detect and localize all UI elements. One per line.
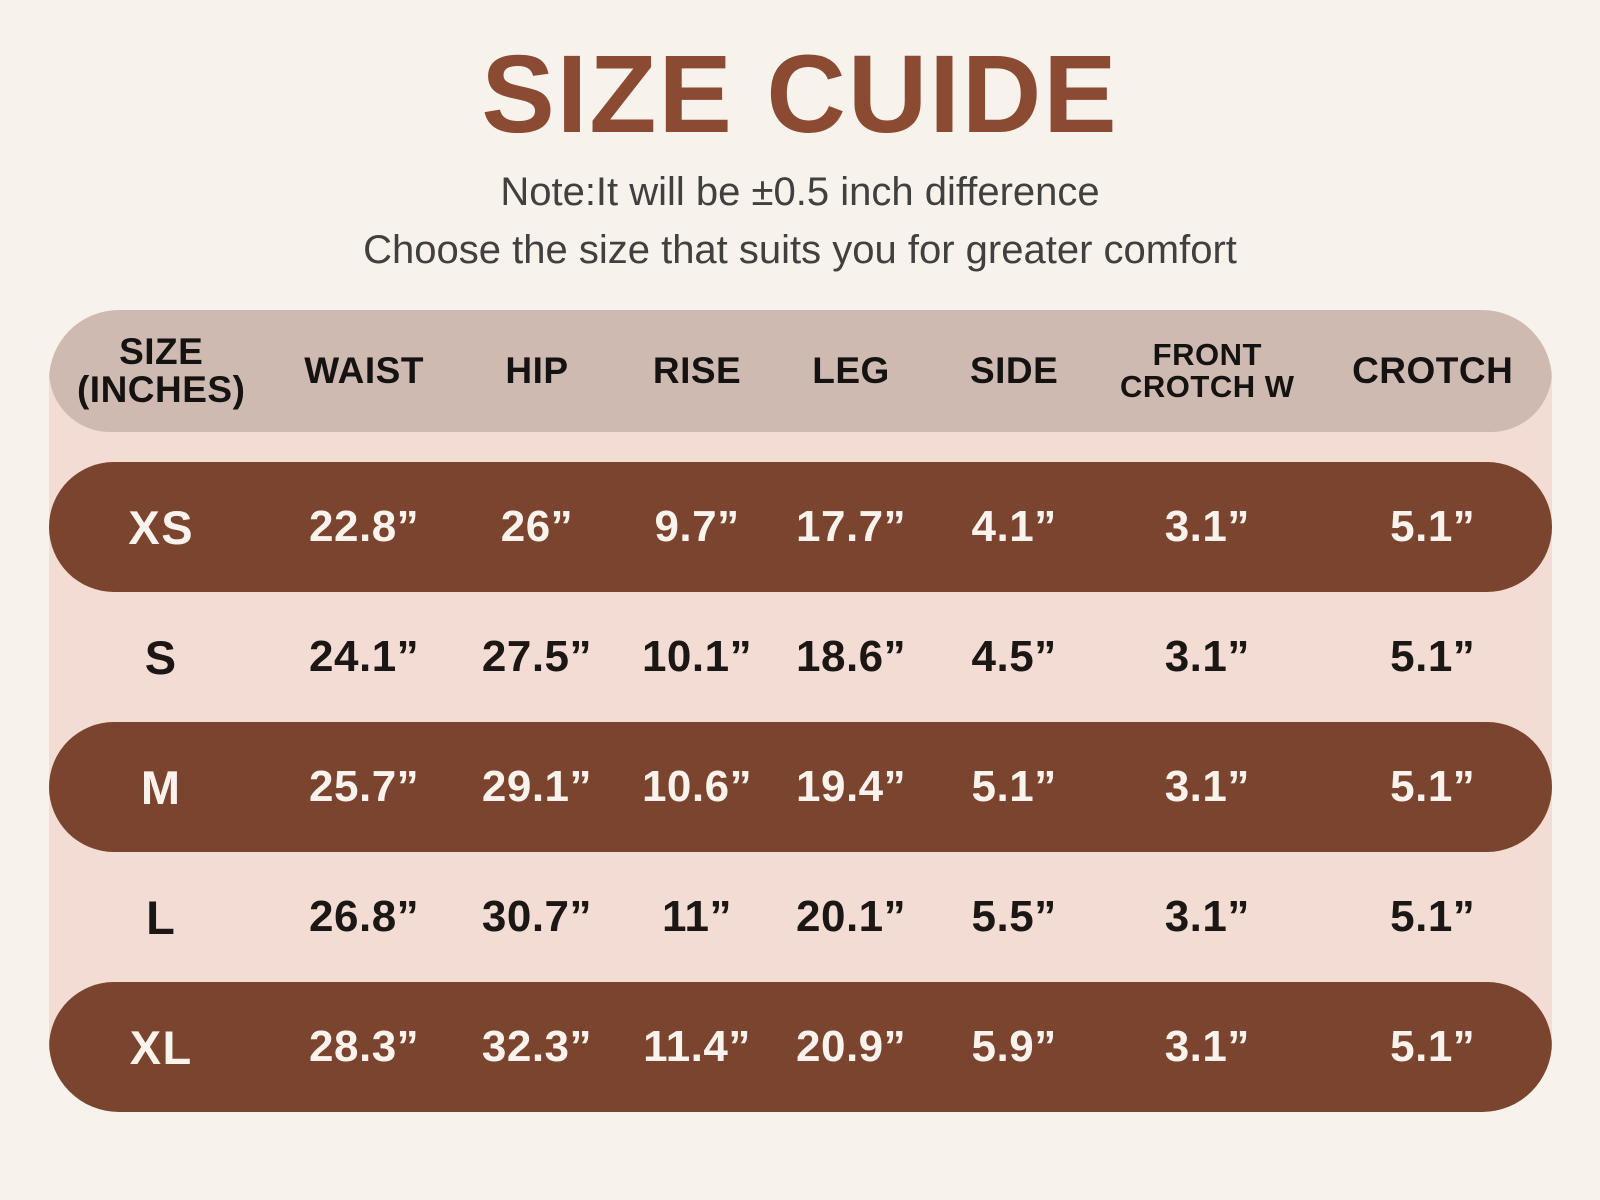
cell-size-label: L bbox=[146, 890, 177, 944]
cell-crotch: 5.1” bbox=[1390, 502, 1476, 552]
table-header-row: SIZE (INCHES) WAIST HIP RISE LEG SIDE FR… bbox=[48, 310, 1552, 433]
cell-waist: 25.7” bbox=[309, 762, 420, 812]
cell-side: 5.1” bbox=[971, 762, 1057, 812]
header-cell-side: SIDE bbox=[969, 349, 1059, 391]
header-cell-size-line2: (INCHES) bbox=[76, 369, 246, 411]
cell-hip: 26” bbox=[500, 502, 574, 552]
cell-size-label: XS bbox=[128, 500, 195, 554]
cell-leg: 18.6” bbox=[796, 632, 907, 682]
cell-side: 4.1” bbox=[971, 502, 1057, 552]
header-cell-front-crotch-w-line1: FRONT bbox=[1152, 336, 1262, 372]
cell-size-label: M bbox=[140, 760, 182, 814]
cell-front-crotch-w: 3.1” bbox=[1164, 1022, 1250, 1072]
cell-rise: 11” bbox=[662, 892, 733, 942]
cell-waist: 26.8” bbox=[309, 892, 420, 942]
cell-front-crotch-w: 3.1” bbox=[1164, 762, 1250, 812]
cell-front-crotch-w: 3.1” bbox=[1164, 502, 1250, 552]
cell-rise: 10.1” bbox=[641, 632, 753, 682]
note-line-2: Choose the size that suits you for great… bbox=[363, 228, 1237, 273]
header-cell-waist: WAIST bbox=[304, 349, 424, 391]
size-row-m: M 25.7” 29.1” 10.6” 19.4” 5.1” 3.1” 5.1” bbox=[48, 722, 1552, 853]
header-cell-size-line1: SIZE bbox=[119, 330, 204, 372]
size-row-l: L 26.8” 30.7” 11” 20.1” 5.5” 3.1” 5.1” bbox=[49, 852, 1552, 982]
cell-side: 5.5” bbox=[971, 892, 1057, 942]
cell-leg: 17.7” bbox=[796, 502, 907, 552]
cell-waist: 28.3” bbox=[309, 1022, 420, 1072]
note-line-1: Note:It will be ±0.5 inch difference bbox=[500, 170, 1100, 215]
cell-rise: 10.6” bbox=[641, 762, 753, 812]
header-cell-hip: HIP bbox=[505, 349, 569, 391]
size-row-xl: XL 28.3” 32.3” 11.4” 20.9” 5.9” 3.1” 5.1… bbox=[48, 982, 1552, 1113]
page-title: SIZE CUIDE bbox=[481, 33, 1119, 156]
size-row-s: S 24.1” 27.5” 10.1” 18.6” 4.5” 3.1” 5.1” bbox=[49, 592, 1552, 722]
cell-size-label: S bbox=[144, 630, 178, 684]
header-cell-rise: RISE bbox=[652, 349, 742, 391]
cell-hip: 30.7” bbox=[481, 892, 593, 942]
cell-front-crotch-w: 3.1” bbox=[1164, 892, 1250, 942]
cell-leg: 20.9” bbox=[796, 1022, 907, 1072]
cell-crotch: 5.1” bbox=[1390, 762, 1476, 812]
cell-side: 5.9” bbox=[971, 1022, 1057, 1072]
cell-leg: 20.1” bbox=[796, 892, 907, 942]
size-table: SIZE (INCHES) WAIST HIP RISE LEG SIDE FR… bbox=[48, 310, 1552, 1113]
cell-rise: 11.4” bbox=[643, 1022, 751, 1072]
cell-waist: 22.8” bbox=[309, 502, 420, 552]
cell-side: 4.5” bbox=[971, 632, 1057, 682]
cell-crotch: 5.1” bbox=[1390, 1022, 1476, 1072]
cell-crotch: 5.1” bbox=[1390, 892, 1476, 942]
cell-leg: 19.4” bbox=[796, 762, 907, 812]
header-cell-leg: LEG bbox=[812, 349, 890, 391]
size-row-xs: XS 22.8” 26” 9.7” 17.7” 4.1” 3.1” 5.1” bbox=[48, 462, 1552, 593]
header-cell-crotch: CROTCH bbox=[1352, 349, 1514, 391]
header-cell-front-crotch-w: FRONT CROTCH W bbox=[1101, 336, 1314, 405]
cell-front-crotch-w: 3.1” bbox=[1164, 632, 1250, 682]
cell-crotch: 5.1” bbox=[1390, 632, 1476, 682]
header-cell-size: SIZE (INCHES) bbox=[49, 330, 274, 411]
cell-size-label: XL bbox=[129, 1020, 193, 1074]
cell-hip: 29.1” bbox=[481, 762, 593, 812]
cell-rise: 9.7” bbox=[654, 502, 740, 552]
header-cell-front-crotch-w-line2: CROTCH W bbox=[1120, 369, 1295, 405]
cell-hip: 27.5” bbox=[481, 632, 593, 682]
cell-waist: 24.1” bbox=[309, 632, 420, 682]
cell-hip: 32.3” bbox=[481, 1022, 593, 1072]
